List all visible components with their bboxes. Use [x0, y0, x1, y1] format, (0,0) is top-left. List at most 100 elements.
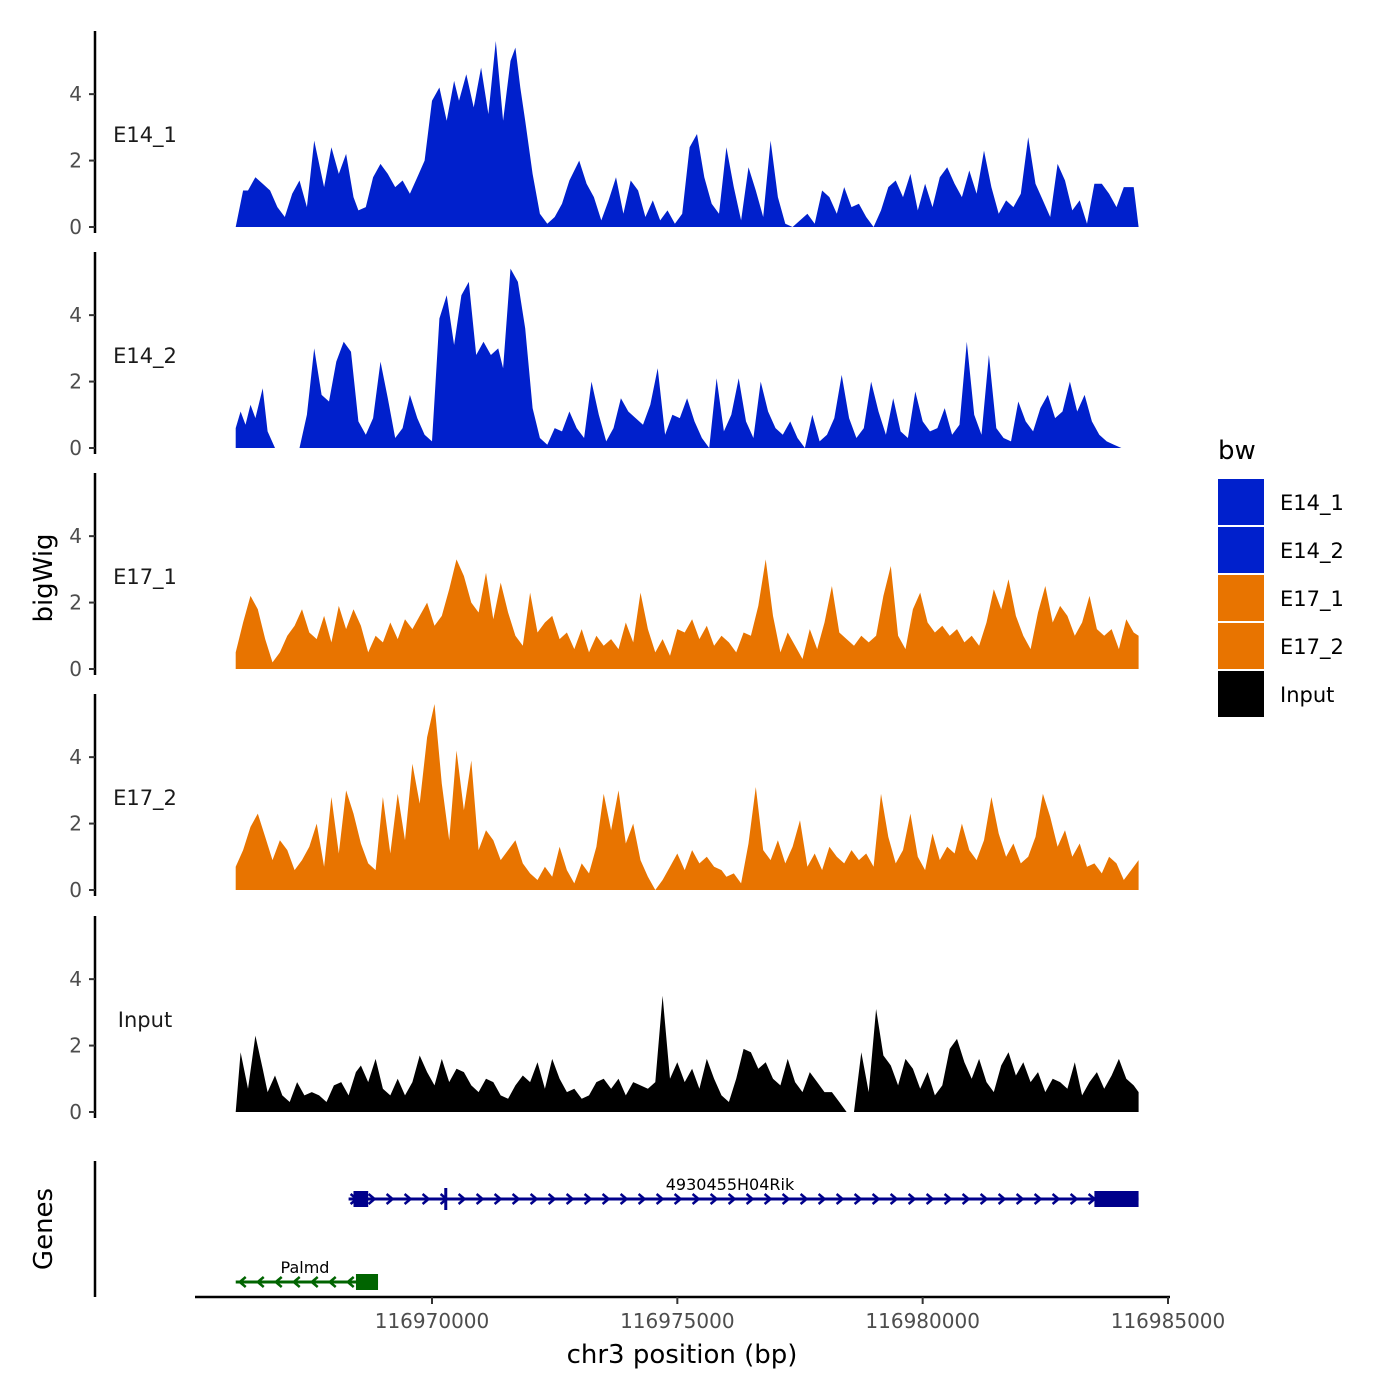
legend-item-E14_2: E14_2 [1218, 527, 1344, 573]
y-tick-label: 4 [69, 303, 82, 327]
gene-Palmd: Palmd [235, 1258, 379, 1290]
y-tick-label: 0 [69, 657, 82, 681]
signal-area-E14_1 [235, 41, 1139, 227]
legend-label: E14_2 [1280, 539, 1344, 564]
x-axis-title: chr3 position (bp) [567, 1340, 798, 1370]
legend-label: Input [1280, 683, 1334, 707]
track-E14_1: 0 2 4 E14_1 [69, 31, 1139, 239]
strand-arrow [493, 1193, 503, 1205]
y-tick-label: 2 [69, 591, 82, 615]
legend-item-E17_1: E17_1 [1218, 575, 1344, 621]
gene-label: 4930455H04Rik [666, 1175, 795, 1194]
strand-arrow [799, 1193, 809, 1205]
y-axis-title-genes: Genes [29, 1188, 59, 1270]
legend-item-Input: Input [1218, 671, 1334, 717]
legend-swatch [1218, 623, 1264, 669]
legend-item-E14_1: E14_1 [1218, 479, 1344, 525]
y-tick-label: 2 [69, 149, 82, 173]
legend-label: E14_1 [1280, 491, 1344, 516]
x-tick-label: 116985000 [1111, 1309, 1226, 1333]
y-tick-label: 0 [69, 215, 82, 239]
strand-arrow [835, 1193, 845, 1205]
strand-arrow [871, 1193, 881, 1205]
signal-area-E17_2 [235, 704, 1139, 890]
strand-arrow [547, 1193, 557, 1205]
strand-arrow [385, 1193, 395, 1205]
legend-title: bw [1218, 436, 1256, 466]
y-tick-label: 2 [69, 812, 82, 836]
legend-swatch [1218, 479, 1264, 525]
x-tick-label: 116975000 [620, 1309, 735, 1333]
strand-arrow [475, 1193, 485, 1205]
strand-arrow [1051, 1193, 1061, 1205]
y-tick-label: 4 [69, 745, 82, 769]
strand-arrow [691, 1193, 701, 1205]
track-label: E17_1 [113, 565, 177, 590]
y-tick-label: 0 [69, 1100, 82, 1124]
legend-swatch [1218, 527, 1264, 573]
x-tick-label: 116980000 [865, 1309, 980, 1333]
strand-arrow [291, 1276, 301, 1288]
strand-arrow [655, 1193, 665, 1205]
signal-tracks: 0 2 4 E14_1 0 2 4 E14_2 0 2 4 E17_1 0 2 4 E17_2 0 2 4 Input [69, 31, 1139, 1124]
legend-item-E17_2: E17_2 [1218, 623, 1344, 669]
legend: bw E14_1 E14_2 E17_1 E17_2 Input [1218, 436, 1344, 717]
strand-arrow [979, 1193, 989, 1205]
strand-arrow [403, 1193, 413, 1205]
track-E14_2: 0 2 4 E14_2 [69, 252, 1132, 460]
x-tick-label: 116970000 [375, 1309, 490, 1333]
track-E17_1: 0 2 4 E17_1 [69, 473, 1139, 681]
strand-arrow [367, 1193, 377, 1205]
track-label: E17_2 [113, 786, 177, 811]
y-tick-label: 4 [69, 967, 82, 991]
signal-area-E17_1 [235, 559, 1139, 669]
strand-arrow [997, 1193, 1007, 1205]
gene-4930455H04Rik: 4930455H04Rik [348, 1175, 1139, 1210]
legend-label: E17_2 [1280, 635, 1344, 660]
signal-area-Input [235, 995, 1139, 1112]
y-tick-label: 4 [69, 82, 82, 106]
legend-swatch [1218, 575, 1264, 621]
track-label: E14_1 [113, 123, 177, 148]
gene-exon [353, 1191, 369, 1207]
strand-arrow [709, 1193, 719, 1205]
strand-arrow [637, 1193, 647, 1205]
gene-exon [444, 1188, 448, 1210]
strand-arrow [1069, 1193, 1079, 1205]
y-tick-label: 2 [69, 1034, 82, 1058]
strand-arrow [421, 1193, 431, 1205]
strand-arrow [565, 1193, 575, 1205]
strand-arrow [673, 1193, 683, 1205]
strand-arrow [1033, 1193, 1043, 1205]
strand-arrow [237, 1276, 247, 1288]
strand-arrow [457, 1193, 467, 1205]
strand-arrow [309, 1276, 319, 1288]
y-tick-label: 0 [69, 878, 82, 902]
strand-arrow [345, 1276, 355, 1288]
strand-arrow [619, 1193, 629, 1205]
strand-arrow [925, 1193, 935, 1205]
strand-arrow [529, 1193, 539, 1205]
strand-arrow [727, 1193, 737, 1205]
y-tick-label: 2 [69, 370, 82, 394]
genes-panel: 4930455H04Rik Palmd [93, 1161, 1139, 1297]
track-Input: 0 2 4 Input [69, 916, 1139, 1124]
strand-arrow [817, 1193, 827, 1205]
strand-arrow [763, 1193, 773, 1205]
strand-arrow [255, 1276, 265, 1288]
y-axis-title-bigwig: bigWig [29, 533, 59, 622]
strand-arrow [889, 1193, 899, 1205]
strand-arrow [853, 1193, 863, 1205]
track-label: Input [118, 1008, 172, 1032]
legend-label: E17_1 [1280, 587, 1344, 612]
strand-arrow [583, 1193, 593, 1205]
strand-arrow [745, 1193, 755, 1205]
legend-swatch [1218, 671, 1264, 717]
track-E17_2: 0 2 4 E17_2 [69, 694, 1139, 902]
strand-arrow [273, 1276, 283, 1288]
track-label: E14_2 [113, 344, 177, 369]
strand-arrow [961, 1193, 971, 1205]
gene-exon [355, 1274, 379, 1290]
gene-exon [1094, 1191, 1139, 1207]
